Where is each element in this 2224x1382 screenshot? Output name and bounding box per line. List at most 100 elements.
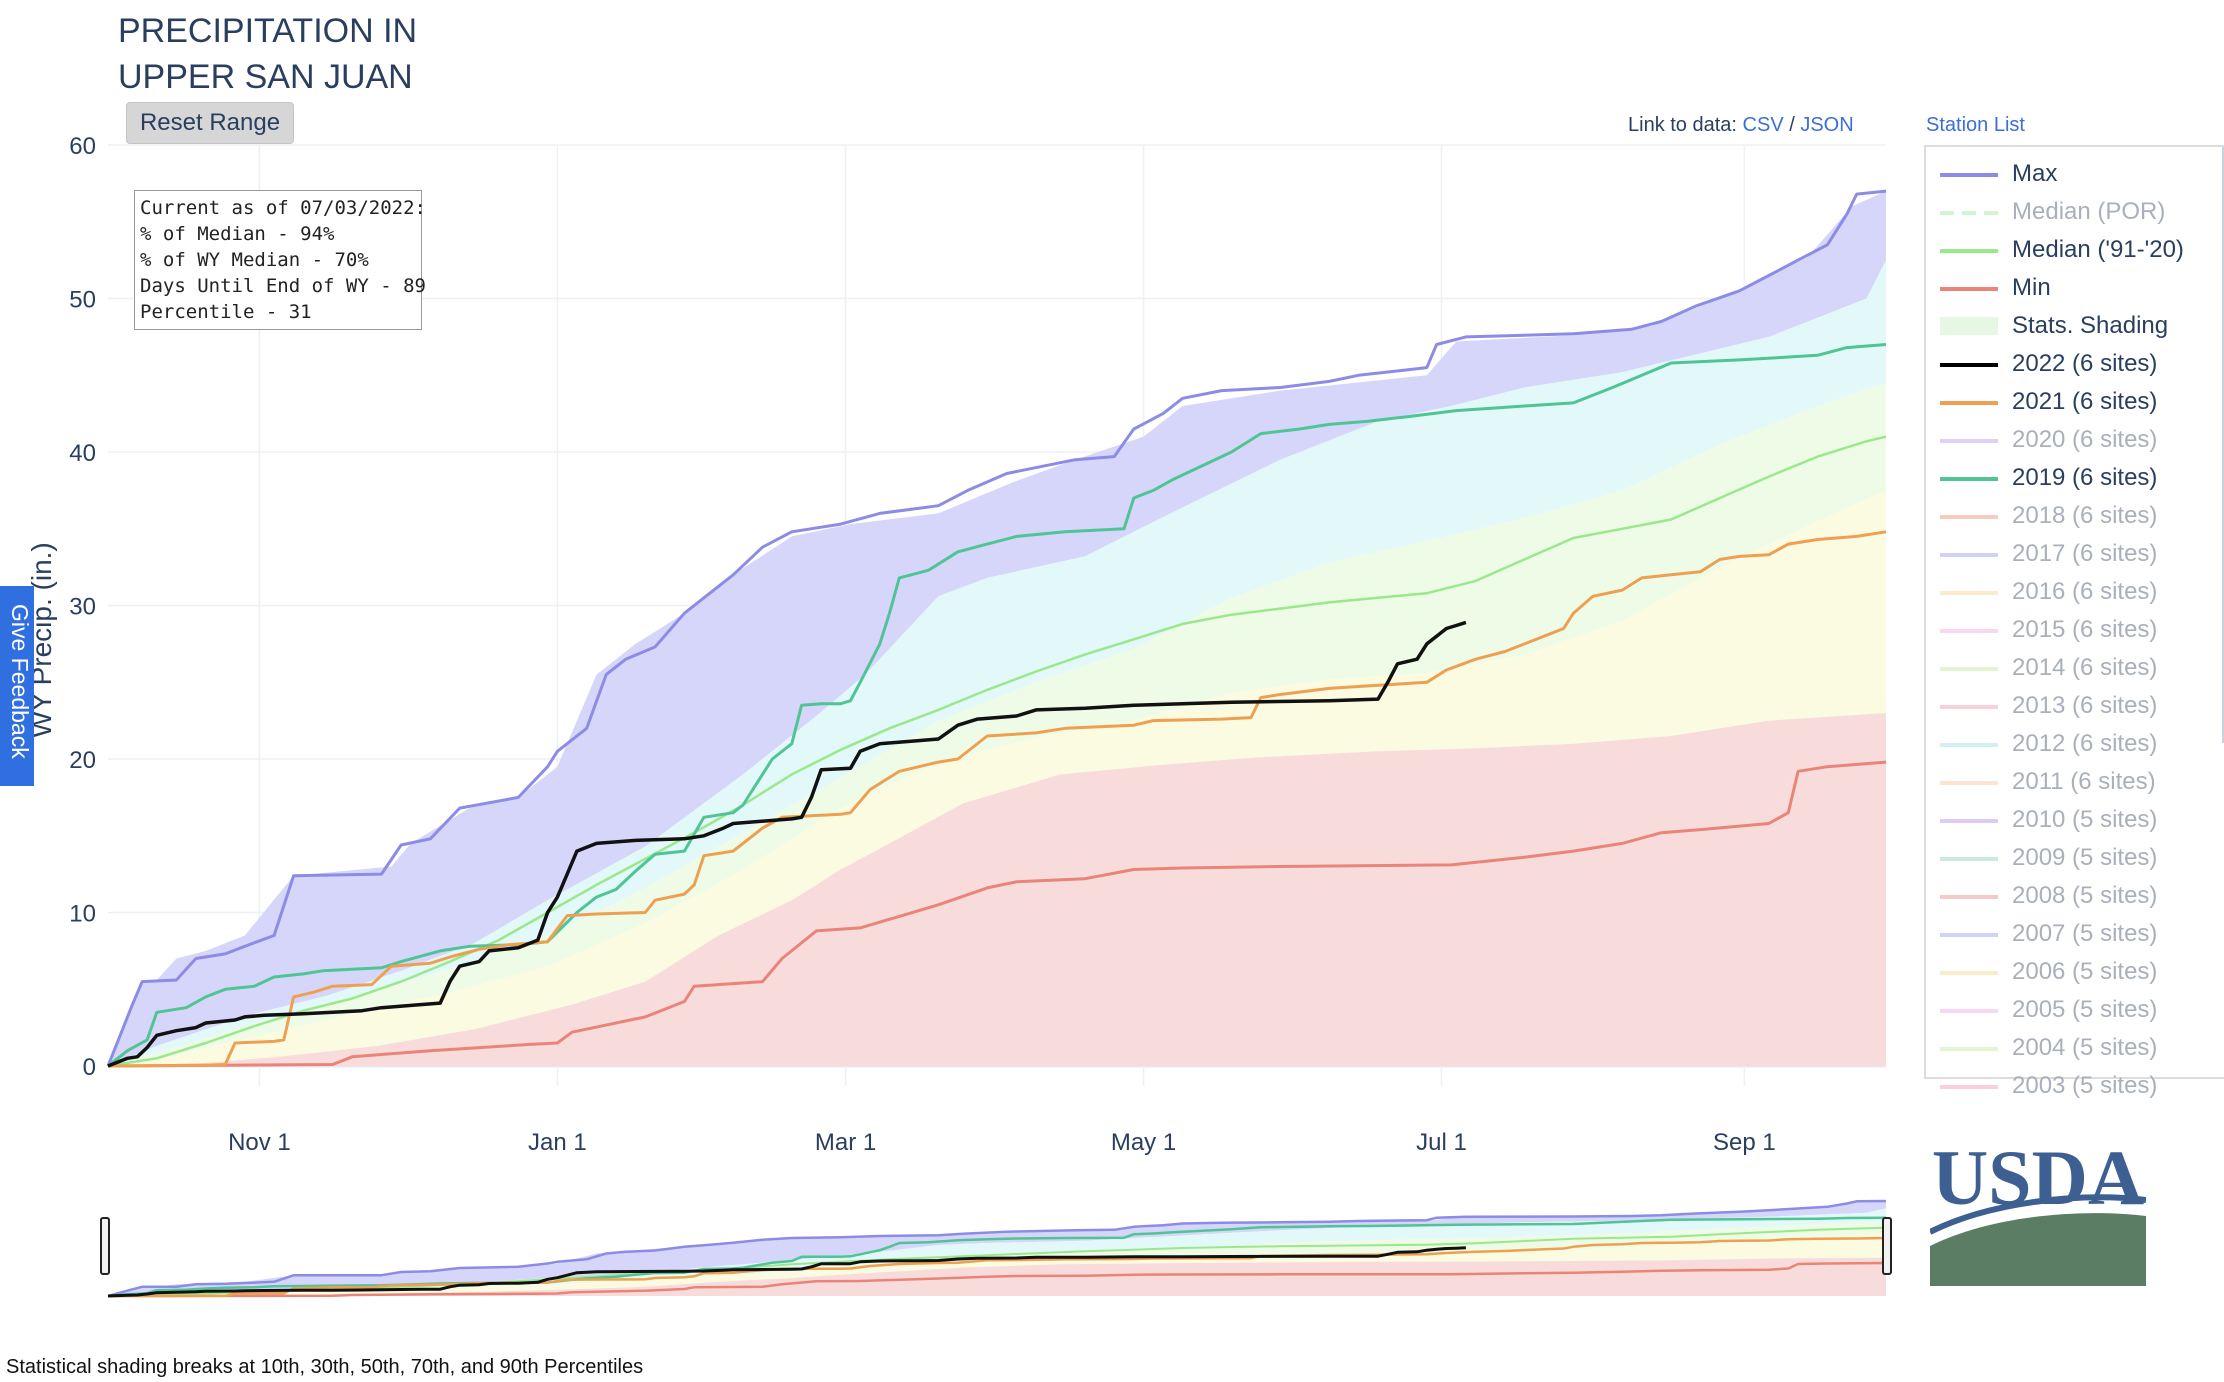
data-links: Link to data: CSV / JSON [1628,114,1854,137]
legend-label: 2006 (5 sites) [2012,958,2158,985]
legend-label: 2017 (6 sites) [2012,540,2158,567]
info-line: Percentile - 31 [140,301,312,323]
give-feedback-tab[interactable]: Give Feedback [0,586,34,786]
chart-series-lines [106,189,1887,1068]
legend-label: Median ('91-'20) [2012,236,2184,263]
current-status-box: Current as of 07/03/2022: % of Median - … [134,190,426,330]
legend-swatch [1940,933,1998,937]
json-link[interactable]: JSON [1800,114,1854,136]
legend-swatch [1940,439,1998,443]
csv-link[interactable]: CSV [1742,114,1784,136]
y-tick-label: 30 [69,594,96,621]
y-tick-label: 50 [69,287,96,314]
x-tick-label: Sep 1 [1713,1129,1776,1156]
info-line: Current as of 07/03/2022: [140,197,426,219]
give-feedback-label: Give Feedback [7,604,33,759]
legend-label: 2010 (5 sites) [2012,806,2158,833]
legend-swatch [1940,971,1998,975]
legend-label: 2012 (6 sites) [2012,730,2158,757]
legend-swatch [1940,857,1998,861]
chart-title: PRECIPITATION IN UPPER SAN JUAN [118,8,417,100]
legend-label: Stats. Shading [2012,312,2169,339]
info-line: % of WY Median - 70% [140,249,369,271]
mini-band-p90-p70 [108,1208,1886,1296]
legend-swatch [1940,317,1998,335]
legend-label: 2021 (6 sites) [2012,388,2158,415]
band-min-floor [108,763,1886,1066]
series-line-median-91-20[interactable] [107,435,1887,1068]
legend-scrollbar[interactable] [2222,147,2224,743]
usda-logo-stripe [1930,1203,2146,1242]
y-tick-label: 10 [69,901,96,928]
reset-range-button[interactable]: Reset Range [126,102,294,144]
legend-label: 2008 (5 sites) [2012,882,2158,909]
mini-series-line-2021-6-sites [107,1236,1887,1298]
legend-label: 2022 (6 sites) [2012,350,2158,377]
legend-label: 2013 (6 sites) [2012,692,2158,719]
legend-label: 2016 (6 sites) [2012,578,2158,605]
legend-label: 2005 (5 sites) [2012,996,2158,1023]
range-slider-series [107,1199,1887,1298]
band-p70-p50 [108,382,1886,1066]
legend-swatch [1940,629,1998,633]
legend-label: 2014 (6 sites) [2012,654,2158,681]
mini-band-min-floor [108,1263,1886,1296]
legend-swatch [1940,705,1998,709]
x-tick-label: Jan 1 [528,1129,587,1156]
band-max-p90 [108,191,1886,1067]
data-links-prefix: Link to data: [1628,114,1737,136]
legend-swatch [1940,515,1998,519]
series-line-2021-6-sites[interactable] [107,530,1887,1068]
legend-label: Min [2012,274,2051,301]
x-tick-label: Nov 1 [228,1129,291,1156]
legend-swatch [1940,1085,1998,1089]
band-p90-p70 [108,260,1886,1067]
legend-swatch [1940,895,1998,899]
range-slider[interactable] [100,1199,1892,1298]
series-line-2019-6-sites[interactable] [107,343,1887,1068]
legend-swatch [1940,1009,1998,1013]
legend-swatch [1940,477,1998,481]
x-tick-label: Jul 1 [1416,1129,1467,1156]
legend-label: 2009 (5 sites) [2012,844,2158,871]
legend-swatch [1940,173,1998,177]
legend-swatch [1940,743,1998,747]
usda-logo-field [1930,1213,2146,1286]
mini-band-max-p90 [108,1201,1886,1296]
legend-label: 2020 (6 sites) [2012,426,2158,453]
legend-label: 2011 (6 sites) [2012,768,2156,795]
mini-band-p50-p30 [108,1233,1886,1296]
series-line-max[interactable] [106,189,1887,1067]
info-line: Days Until End of WY - 89 [140,275,426,297]
legend-swatch [1940,819,1998,823]
legend-label: 2004 (5 sites) [2012,1034,2158,1061]
legend-swatch [1940,553,1998,557]
y-tick-label: 0 [83,1054,96,1081]
range-slider-right-handle[interactable] [1882,1217,1892,1275]
range-slider-left-handle[interactable] [100,1217,110,1275]
x-tick-label: Mar 1 [815,1129,876,1156]
band-p30-min [108,713,1886,1066]
legend-label: 2018 (6 sites) [2012,502,2158,529]
mini-series-line-median-91-20 [107,1226,1887,1297]
y-axis-tick-labels: 0 10 20 30 40 50 60 [69,133,96,1081]
stats-shading-bands [108,191,1886,1067]
y-tick-label: 60 [69,133,96,160]
legend-label: 2003 (5 sites) [2012,1072,2158,1099]
legend-swatch [1940,401,1998,405]
legend-swatch [1940,591,1998,595]
series-line-2022-6-sites[interactable] [107,620,1467,1068]
station-list-link[interactable]: Station List [1926,114,2025,136]
shading-footnote: Statistical shading breaks at 10th, 30th… [6,1356,644,1378]
mini-series-line-2022-6-sites [107,1246,1466,1298]
mini-series-line-min [107,1261,1887,1298]
y-tick-label: 40 [69,440,96,467]
legend-swatch [1940,1047,1998,1051]
mini-series-line-max [107,1199,1887,1298]
usda-logo-stripe [1930,1194,2146,1235]
legend-swatch [1940,667,1998,671]
legend-label: 2019 (6 sites) [2012,464,2158,491]
legend-swatch [1940,249,1998,253]
series-line-min[interactable] [107,760,1887,1068]
